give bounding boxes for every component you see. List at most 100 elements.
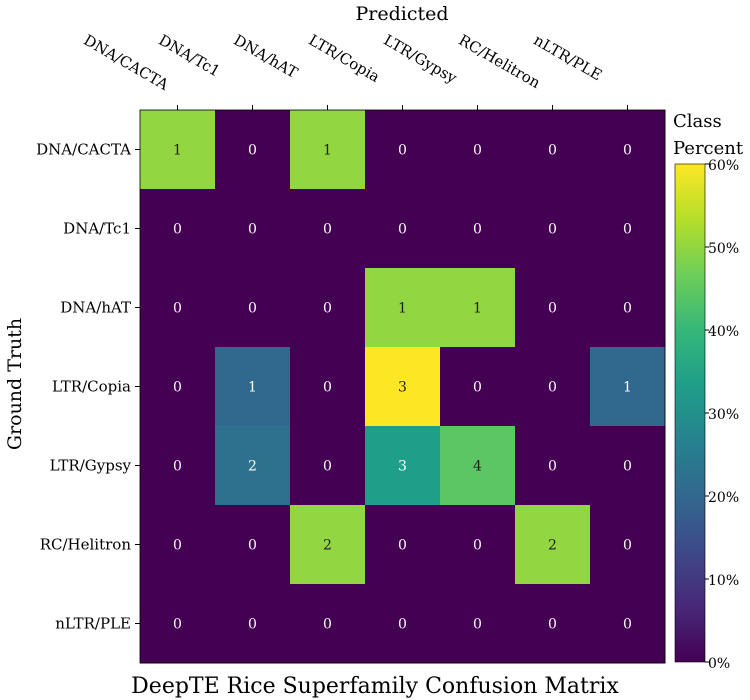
cell-value: 2 — [248, 459, 257, 475]
cell-value: 0 — [173, 459, 182, 475]
heatmap-cell — [290, 505, 366, 585]
cell-value: 0 — [173, 301, 182, 317]
heatmap-cell — [215, 584, 291, 664]
cell-value: 0 — [473, 222, 482, 238]
cell-value: 0 — [323, 301, 332, 317]
heatmap-cell — [215, 426, 291, 506]
heatmap-cell — [290, 584, 366, 664]
cell-value: 0 — [623, 617, 632, 633]
colorbar-tick-label: 60% — [708, 158, 739, 174]
heatmap-cell — [215, 268, 291, 348]
cell-value: 0 — [248, 143, 257, 159]
x-tick-label: LTR/Gypsy — [381, 31, 461, 88]
cell-value: 0 — [323, 222, 332, 238]
heatmap-cell — [440, 426, 516, 506]
heatmap-cell — [515, 268, 591, 348]
cell-value: 0 — [473, 617, 482, 633]
colorbar-tick-label: 10% — [708, 573, 739, 589]
heatmap-cell — [590, 347, 666, 427]
y-tick-label: DNA/hAT — [60, 299, 131, 317]
cell-value: 0 — [548, 222, 557, 238]
cell-value: 0 — [173, 617, 182, 633]
cell-value: 0 — [473, 538, 482, 554]
cell-value: 0 — [548, 301, 557, 317]
cell-value: 0 — [473, 143, 482, 159]
axis-ticks — [135, 105, 628, 624]
heatmap-cell — [440, 189, 516, 269]
heatmap-cell — [440, 347, 516, 427]
y-axis-label: Ground Truth — [4, 318, 26, 450]
cell-value: 0 — [323, 459, 332, 475]
y-tick-label: DNA/Tc1 — [63, 220, 131, 238]
heatmap-cell — [365, 268, 441, 348]
x-tick-label: DNA/Tc1 — [156, 31, 224, 81]
heatmap-cell — [365, 110, 441, 190]
colorbar-tick-label: 30% — [708, 407, 739, 423]
cell-value: 3 — [398, 459, 407, 475]
heatmap-cell — [140, 347, 216, 427]
cell-value: 0 — [323, 380, 332, 396]
y-tick-label: LTR/Copia — [52, 378, 131, 396]
cell-value: 2 — [548, 538, 557, 554]
x-axis-label: Predicted — [355, 3, 448, 25]
y-tick-labels: DNA/CACTA DNA/Tc1 DNA/hAT LTR/Copia LTR/Gyps… — [36, 141, 131, 633]
cell-value: 0 — [248, 222, 257, 238]
heatmap-cell — [365, 347, 441, 427]
heatmap-cell — [515, 584, 591, 664]
heatmap-cell — [290, 268, 366, 348]
heatmap-cell — [590, 426, 666, 506]
cell-value: 0 — [398, 538, 407, 554]
cell-value: 1 — [473, 301, 482, 317]
heatmap-cell — [140, 110, 216, 190]
heatmap-cell — [140, 505, 216, 585]
cell-value: 2 — [323, 538, 332, 554]
y-tick-label: nLTR/PLE — [55, 615, 131, 633]
heatmap-cell — [590, 505, 666, 585]
x-tick-label: DNA/hAT — [231, 31, 301, 82]
heatmap-cell — [365, 426, 441, 506]
heatmap-cell — [215, 110, 291, 190]
cell-value: 0 — [398, 617, 407, 633]
heatmap-cell — [290, 347, 366, 427]
cell-value: 0 — [548, 143, 557, 159]
heatmap-cell — [215, 347, 291, 427]
heatmap-cell — [515, 426, 591, 506]
heatmap-cell — [440, 268, 516, 348]
cell-value: 0 — [248, 538, 257, 554]
chart-title: DeepTE Rice Superfamily Confusion Matrix — [131, 674, 619, 699]
cell-value: 0 — [473, 380, 482, 396]
colorbar-frame — [674, 163, 706, 663]
heatmap-cell — [215, 189, 291, 269]
cell-value: 0 — [173, 538, 182, 554]
cell-value: 0 — [623, 459, 632, 475]
cell-value: 0 — [623, 538, 632, 554]
cell-value: 0 — [548, 459, 557, 475]
y-tick-label: DNA/CACTA — [36, 141, 131, 159]
cell-value: 0 — [548, 617, 557, 633]
heatmap-cell — [590, 268, 666, 348]
heatmap-cell — [515, 110, 591, 190]
x-tick-label: LTR/Copia — [306, 31, 383, 86]
colorbar-tick-label: 40% — [708, 324, 739, 340]
heatmap-cell — [365, 505, 441, 585]
heatmap-cell-labels: 1 0 1 0 0 0 0 0 0 0 0 0 0 0 0 0 0 1 1 0 0 0 1 0 3 0 0 1 0 2 0 3 4 0 0 0 0 2 0 0… — [173, 143, 632, 633]
colorbar — [675, 164, 705, 662]
heatmap-cell — [515, 189, 591, 269]
colorbar-tick-label: 0% — [708, 656, 730, 672]
heatmap-cell — [590, 189, 666, 269]
heatmap-cell — [590, 110, 666, 190]
cell-value: 0 — [623, 301, 632, 317]
cell-value: 0 — [623, 222, 632, 238]
heatmap-cell — [365, 584, 441, 664]
cell-value: 0 — [548, 380, 557, 396]
heatmap-cell — [515, 505, 591, 585]
heatmap-cell — [140, 189, 216, 269]
cell-value: 1 — [398, 301, 407, 317]
heatmap-cell — [140, 584, 216, 664]
heatmap-cell — [440, 110, 516, 190]
heatmap-cell — [290, 110, 366, 190]
heatmap-cell — [440, 584, 516, 664]
heatmap-cell — [290, 189, 366, 269]
cell-value: 1 — [623, 380, 632, 396]
